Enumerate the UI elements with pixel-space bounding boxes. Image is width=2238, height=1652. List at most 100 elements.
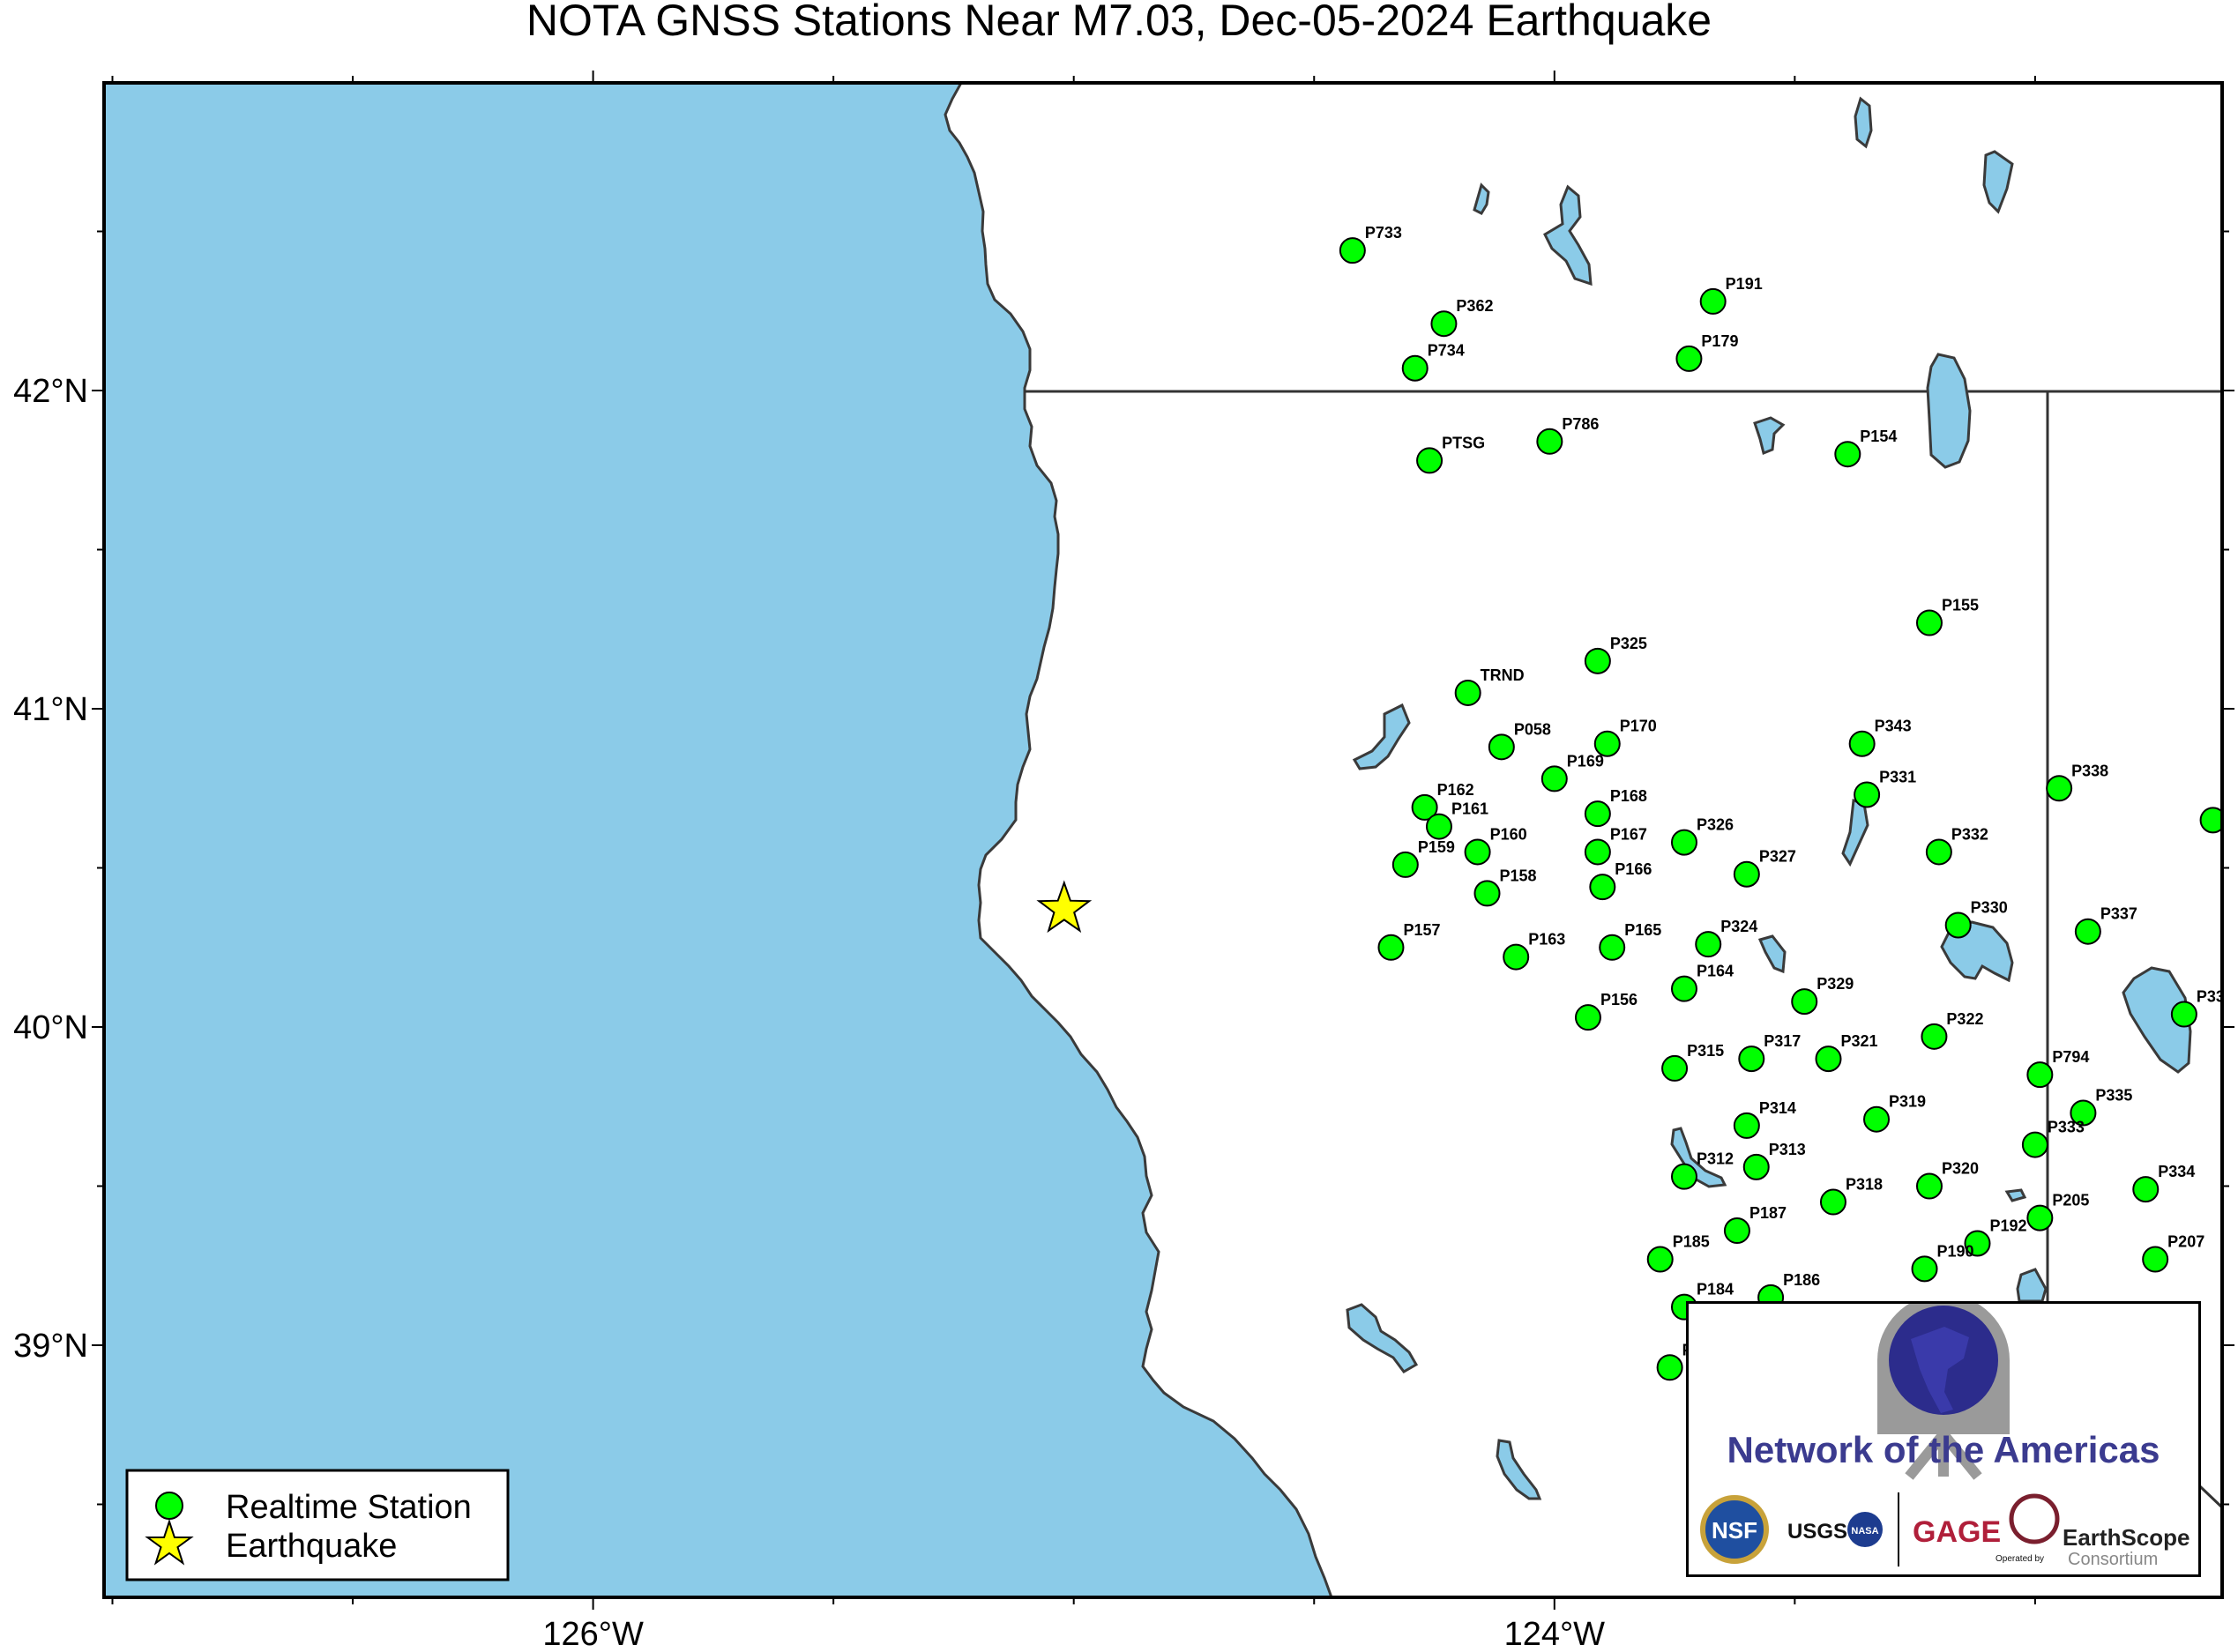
station-label-TRND: TRND bbox=[1481, 666, 1525, 684]
lake-clearlake bbox=[1346, 1303, 1419, 1373]
station-marker-P734 bbox=[1401, 354, 1429, 382]
station-label-P321: P321 bbox=[1841, 1032, 1878, 1050]
station-marker-P331 bbox=[1854, 781, 1881, 808]
station-label-P154: P154 bbox=[1860, 428, 1897, 445]
station-label-P343: P343 bbox=[1875, 718, 1912, 735]
lake-frenchman bbox=[1757, 934, 1787, 974]
station-marker-P315 bbox=[1661, 1054, 1689, 1082]
station-marker-P794 bbox=[2026, 1061, 2054, 1089]
station-label-P207: P207 bbox=[2167, 1233, 2204, 1251]
station-marker-P187 bbox=[1723, 1217, 1750, 1245]
station-label-P190: P190 bbox=[1937, 1242, 1974, 1260]
lake-upper-klamath bbox=[1543, 184, 1593, 286]
station-marker-P322 bbox=[1921, 1023, 1948, 1050]
station-label-P161: P161 bbox=[1451, 800, 1488, 818]
station-marker-P326 bbox=[1670, 829, 1697, 856]
station-label-P167: P167 bbox=[1610, 825, 1647, 843]
network-logo: Network of the Americas NSF USGS NASA GA… bbox=[1700, 1294, 2190, 1569]
station-marker-P059 bbox=[1656, 1354, 1683, 1381]
station-marker-P321 bbox=[1815, 1046, 1842, 1073]
partner-nasa: NASA bbox=[1851, 1526, 1878, 1537]
partner-gage: GAGE bbox=[1913, 1515, 2001, 1549]
station-label-P314: P314 bbox=[1759, 1099, 1796, 1117]
earthscope-logo-icon bbox=[2009, 1493, 2060, 1544]
station-marker-P192 bbox=[1964, 1230, 1991, 1257]
station-marker-P205 bbox=[2026, 1204, 2054, 1232]
station-label-P734: P734 bbox=[1428, 342, 1465, 360]
lake-stampede bbox=[2004, 1188, 2027, 1202]
stations-layer: P733 P362 P191 P734 P179 P786 PTSG P154 P155 P325… bbox=[1339, 224, 2222, 1461]
lakes bbox=[1346, 96, 2192, 1500]
station-marker-P168 bbox=[1584, 800, 1611, 828]
legend-earthquake-marker bbox=[145, 1518, 194, 1566]
station-label-P319: P319 bbox=[1889, 1093, 1926, 1111]
station-marker-P313 bbox=[1742, 1153, 1770, 1180]
station-label-P362: P362 bbox=[1456, 297, 1493, 315]
station-label-P164: P164 bbox=[1697, 963, 1734, 980]
station-marker-P158 bbox=[1473, 880, 1501, 907]
station-label-P333: P333 bbox=[2048, 1119, 2085, 1136]
station-label-P186: P186 bbox=[1783, 1271, 1820, 1289]
station-label-P733: P733 bbox=[1365, 224, 1402, 242]
station-marker-P786 bbox=[1536, 428, 1563, 455]
land bbox=[944, 83, 2222, 1597]
station-marker-P159 bbox=[1391, 851, 1419, 878]
station-marker-P165 bbox=[1599, 934, 1626, 961]
station-label-P325: P325 bbox=[1610, 635, 1647, 652]
station-label-P324: P324 bbox=[1720, 918, 1757, 935]
station-label-P337: P337 bbox=[2100, 905, 2137, 923]
station-marker-P312 bbox=[1670, 1163, 1697, 1190]
lake-honey bbox=[1670, 1127, 1727, 1188]
station-label-P169: P169 bbox=[1567, 752, 1604, 770]
x-tick-label: 124°W bbox=[1504, 1616, 1606, 1652]
station-marker-P327 bbox=[1733, 860, 1760, 888]
station-marker-PTSG bbox=[1416, 447, 1444, 474]
x-tick-label: 126°W bbox=[542, 1616, 644, 1652]
legend-earthquake-label: Earthquake bbox=[226, 1528, 397, 1565]
station-label-P159: P159 bbox=[1418, 838, 1455, 856]
station-marker-P160 bbox=[1464, 838, 1491, 866]
station-marker-P191 bbox=[1699, 287, 1727, 315]
station-marker-P162 bbox=[1411, 793, 1438, 821]
station-marker-P207 bbox=[2142, 1246, 2169, 1273]
partner-nsf: NSF bbox=[1712, 1517, 1757, 1544]
station-label-P168: P168 bbox=[1610, 787, 1647, 805]
station-label-P313: P313 bbox=[1769, 1141, 1806, 1158]
station-marker-P179 bbox=[1675, 345, 1703, 372]
station-label-P205: P205 bbox=[2052, 1192, 2089, 1209]
station-label-P327: P327 bbox=[1759, 848, 1796, 866]
station-label-P322: P322 bbox=[1946, 1010, 1983, 1028]
station-label-P185: P185 bbox=[1673, 1233, 1710, 1251]
partner-consortium: Consortium bbox=[2068, 1550, 2158, 1569]
station-marker-P314 bbox=[1733, 1112, 1760, 1139]
nasa-logo-icon bbox=[1847, 1512, 1883, 1547]
legend-station-label: Realtime Station bbox=[226, 1489, 472, 1526]
station-marker-P335 bbox=[2070, 1099, 2097, 1127]
station-label-P312: P312 bbox=[1697, 1150, 1734, 1168]
station-label-P162: P162 bbox=[1437, 781, 1474, 799]
station-label-P330: P330 bbox=[1971, 898, 2008, 916]
station-label-P191: P191 bbox=[1726, 275, 1763, 293]
station-marker-P343 bbox=[1848, 730, 1876, 757]
station-marker-P320 bbox=[1915, 1172, 1943, 1200]
station-label-P192: P192 bbox=[1989, 1217, 2026, 1234]
station-marker-P362 bbox=[1430, 310, 1458, 338]
station-marker-P169 bbox=[1540, 765, 1568, 793]
y-tick-label: 40°N bbox=[13, 1009, 88, 1046]
station-marker-P317 bbox=[1738, 1046, 1765, 1073]
tripod-icon bbox=[1905, 1431, 1982, 1480]
station-marker-P190 bbox=[1911, 1255, 1938, 1283]
station-marker-P161 bbox=[1425, 813, 1452, 840]
station-marker-P318 bbox=[1819, 1188, 1846, 1216]
lake-abert bbox=[1982, 150, 2014, 214]
station-marker-P166 bbox=[1589, 874, 1616, 901]
station-marker-P156 bbox=[1574, 1004, 1601, 1031]
lake-pyramid bbox=[2122, 966, 2192, 1074]
station-label-P158: P158 bbox=[1499, 867, 1536, 884]
earthquake-star bbox=[1036, 880, 1093, 934]
station-label-P058: P058 bbox=[1514, 720, 1551, 738]
station-label-P184: P184 bbox=[1697, 1281, 1734, 1299]
station-label-P165: P165 bbox=[1624, 921, 1661, 939]
station-label-P335: P335 bbox=[2095, 1086, 2132, 1104]
